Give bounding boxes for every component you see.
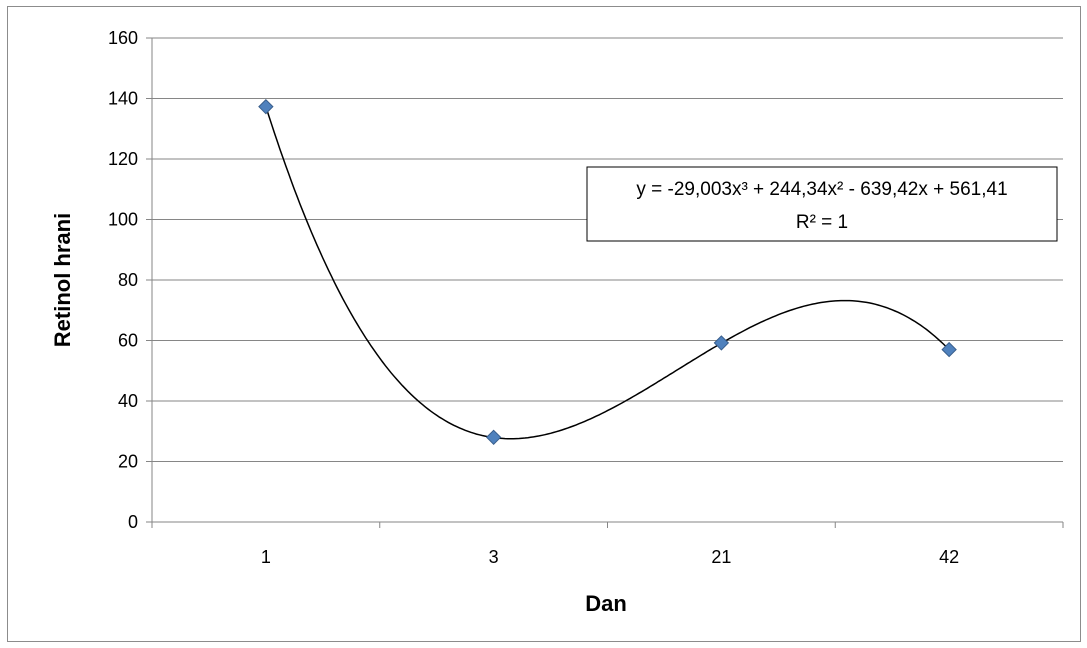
x-axis-title: Dan [585,591,627,616]
data-point-marker [258,98,274,115]
y-tick-label: 40 [118,391,138,411]
trendline-equation-box: y = -29,003x³ + 244,34x² - 639,42x + 561… [586,166,1058,242]
y-tick-label: 20 [118,452,138,472]
x-tick-label: 1 [261,547,271,567]
data-point-marker [713,335,730,351]
trendline-equation: y = -29,003x³ + 244,34x² - 639,42x + 561… [636,179,1007,200]
axes [151,38,1064,528]
y-tick-label: 120 [108,149,138,169]
chart-area [7,6,1081,642]
x-tick-label: 21 [711,547,731,567]
trendline [265,106,950,440]
x-tick-label: 42 [939,547,959,567]
y-tick-label: 100 [108,210,138,230]
y-tick-label: 140 [108,89,138,109]
data-points [258,98,957,446]
y-tick-label: 80 [118,270,138,290]
y-tick-label: 0 [128,512,138,532]
gridlines [146,37,1063,523]
y-axis-title: Retinol hrani [50,213,75,347]
data-point-marker [941,341,957,358]
x-tick-labels: 1 3 21 42 [261,547,959,567]
trendline-r-squared: R² = 1 [796,212,848,233]
data-point-marker [485,429,502,446]
y-tick-label: 160 [108,28,138,48]
y-tick-label: 60 [118,331,138,351]
x-tick-label: 3 [489,547,499,567]
y-tick-labels: 0 20 40 60 80 100 120 140 160 [108,28,138,532]
